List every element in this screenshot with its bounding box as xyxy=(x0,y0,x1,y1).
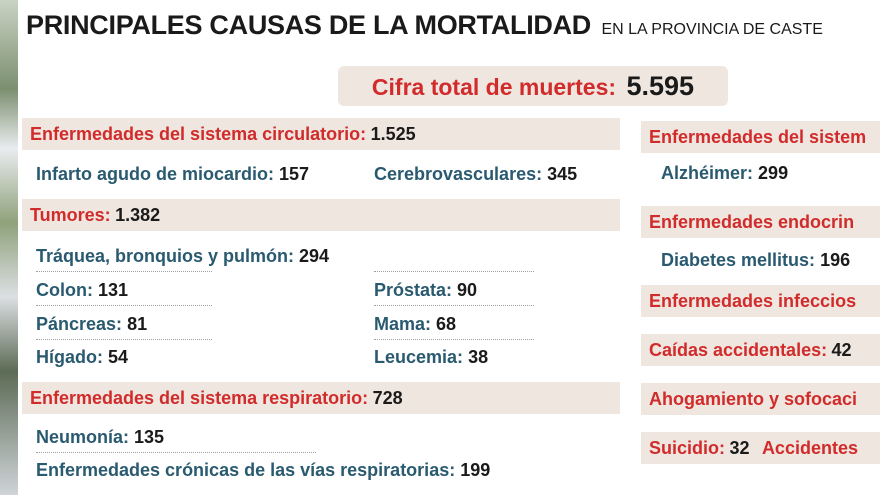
item-label: Mama: xyxy=(374,314,432,334)
item-value: 199 xyxy=(460,460,491,480)
divider xyxy=(36,452,316,453)
category-infecciosas: Enfermedades infeccios xyxy=(641,285,880,317)
category-value: 32 xyxy=(729,438,750,458)
category-label: Enfermedades del sistem xyxy=(649,127,867,147)
title-main: PRINCIPALES CAUSAS DE LA MORTALIDAD xyxy=(26,10,592,40)
infographic-title: PRINCIPALES CAUSAS DE LA MORTALIDAD EN L… xyxy=(26,10,823,45)
item-prostata: Próstata: 90 xyxy=(374,278,477,302)
item-label: Colon: xyxy=(36,280,93,300)
item-label: Cerebrovasculares: xyxy=(374,164,543,184)
item-label: Tráquea, bronquios y pulmón: xyxy=(36,246,295,266)
category-respiratorio: Enfermedades del sistema respiratorio: 7… xyxy=(22,382,620,414)
item-label: Infarto agudo de miocardio: xyxy=(36,164,275,184)
item-infarto: Infarto agudo de miocardio: 157 xyxy=(36,162,309,186)
item-cerebrovasculares: Cerebrovasculares: 345 xyxy=(374,162,577,186)
title-subtitle: EN LA PROVINCIA DE CASTE xyxy=(601,21,823,38)
item-higado: Hígado: 54 xyxy=(36,345,128,369)
category-nervioso: Enfermedades del sistem xyxy=(641,121,880,153)
item-value: 90 xyxy=(457,280,478,300)
item-mama: Mama: 68 xyxy=(374,312,456,336)
total-label: Cifra total de muertes: xyxy=(371,74,617,100)
divider xyxy=(36,305,212,306)
category-circulatorio: Enfermedades del sistema circulatorio: 1… xyxy=(22,118,620,150)
item-label: Próstata: xyxy=(374,280,453,300)
category-ahogamiento: Ahogamiento y sofocaci xyxy=(641,383,880,415)
divider xyxy=(36,271,212,272)
item-label: Páncreas: xyxy=(36,314,123,334)
divider xyxy=(36,339,212,340)
item-value: 68 xyxy=(436,314,457,334)
total-deaths-box: Cifra total de muertes: 5.595 xyxy=(338,66,728,106)
category-label: Enfermedades del sistema circulatorio: xyxy=(30,124,367,144)
item-pancreas: Páncreas: 81 xyxy=(36,312,147,336)
item-colon: Colon: 131 xyxy=(36,278,128,302)
divider xyxy=(374,339,534,340)
category-label: Enfermedades del sistema respiratorio: xyxy=(30,388,369,408)
category-value: 42 xyxy=(831,340,852,360)
item-alzheimer: Alzhéimer: 299 xyxy=(661,161,788,185)
item-value: 81 xyxy=(127,314,148,334)
item-traquea: Tráquea, bronquios y pulmón: 294 xyxy=(36,244,329,268)
item-neumonia: Neumonía: 135 xyxy=(36,425,164,449)
item-value: 299 xyxy=(758,163,789,183)
category-label: Enfermedades infeccios xyxy=(649,291,857,311)
item-value: 294 xyxy=(299,246,330,266)
category-label: Suicidio: xyxy=(649,438,725,458)
item-label: Neumonía: xyxy=(36,427,130,447)
category-tumores: Tumores: 1.382 xyxy=(22,199,620,231)
item-value: 345 xyxy=(547,164,578,184)
background-photo xyxy=(0,0,18,495)
category-endocrinas: Enfermedades endocrin xyxy=(641,206,880,238)
item-label: Diabetes mellitus: xyxy=(661,250,816,270)
item-value: 135 xyxy=(134,427,165,447)
item-label: Alzhéimer: xyxy=(661,163,754,183)
item-label: Leucemia: xyxy=(374,347,464,367)
item-leucemia: Leucemia: 38 xyxy=(374,345,488,369)
item-value: 131 xyxy=(98,280,129,300)
divider xyxy=(374,305,534,306)
item-label: Enfermedades crónicas de las vías respir… xyxy=(36,460,456,480)
category-label-accidentes: Accidentes xyxy=(761,438,858,458)
category-label: Tumores: xyxy=(30,205,111,225)
category-caidas: Caídas accidentales: 42 xyxy=(641,334,880,366)
category-label: Ahogamiento y sofocaci xyxy=(649,389,858,409)
category-label: Caídas accidentales: xyxy=(649,340,828,360)
item-value: 196 xyxy=(820,250,851,270)
divider xyxy=(374,271,534,272)
category-suicidio: Suicidio: 32 Accidentes xyxy=(641,432,880,464)
item-value: 157 xyxy=(279,164,310,184)
category-value: 1.382 xyxy=(115,205,161,225)
category-label: Enfermedades endocrin xyxy=(649,212,855,232)
total-value: 5.595 xyxy=(626,71,695,101)
item-value: 38 xyxy=(468,347,489,367)
item-label: Hígado: xyxy=(36,347,103,367)
item-diabetes: Diabetes mellitus: 196 xyxy=(661,248,850,272)
item-cronicas: Enfermedades crónicas de las vías respir… xyxy=(36,458,490,482)
item-value: 54 xyxy=(108,347,129,367)
category-value: 1.525 xyxy=(370,124,416,144)
category-value: 728 xyxy=(372,388,403,408)
